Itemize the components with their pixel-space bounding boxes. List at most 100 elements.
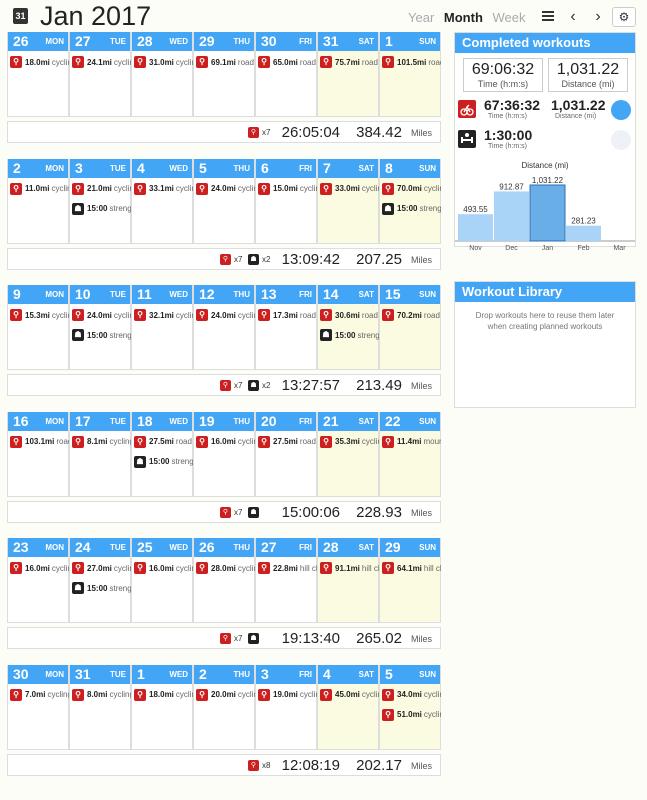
next-month-button[interactable]: › <box>595 8 601 25</box>
cycling-workout[interactable]: ⚲ 65.0mi road <box>258 55 317 69</box>
view-year[interactable]: Year <box>408 10 435 25</box>
view-week[interactable]: Week <box>492 10 526 25</box>
day-cell[interactable]: 31 SAT ⚲ 75.7mi road <box>317 32 379 117</box>
cycling-workout[interactable]: ⚲ 17.3mi road <box>258 308 317 322</box>
cycling-workout[interactable]: ⚲28.0micycling <box>196 561 255 575</box>
strength-workout[interactable]: ☗15:00strength <box>382 202 441 216</box>
cycling-workout[interactable]: ⚲18.0micycling <box>10 55 69 69</box>
cycling-workout[interactable]: ⚲16.0micycling <box>10 561 69 575</box>
cycling-workout[interactable]: ⚲45.0micycling <box>320 688 379 702</box>
cycling-workout[interactable]: ⚲18.0micycling <box>134 688 193 702</box>
cycling-workout[interactable]: ⚲8.0micycling <box>72 688 131 702</box>
prev-month-button[interactable]: ‹ <box>570 8 576 25</box>
day-cell[interactable]: 10 TUE ⚲24.0micycling ☗15:00strength <box>69 285 131 370</box>
day-cell[interactable]: 12 THU ⚲24.0micycling <box>193 285 255 370</box>
cycling-workout[interactable]: ⚲ 69.1mi road <box>196 55 255 69</box>
cycling-workout[interactable]: ⚲ 27.5mi road <box>258 435 317 449</box>
day-cell[interactable]: 27 TUE ⚲24.1micycling <box>69 32 131 117</box>
day-cell[interactable]: 24 TUE ⚲27.0micycling ☗15:00strength <box>69 538 131 623</box>
chart-bar[interactable] <box>566 225 601 241</box>
cycling-workout[interactable]: ⚲24.0micycling <box>196 182 255 196</box>
cycling-workout[interactable]: ⚲11.4mimountain <box>382 435 441 449</box>
day-cell[interactable]: 20 FRI ⚲ 27.5mi road <box>255 411 317 497</box>
strength-summary-row[interactable]: 1:30:00 Time (h:m:s) <box>455 127 635 155</box>
cycling-workout[interactable]: ⚲51.0micycling <box>382 708 441 722</box>
cycling-workout[interactable]: ⚲ 30.6mi road <box>320 308 379 322</box>
day-cell[interactable]: 17 TUE ⚲8.1micycling <box>69 411 131 497</box>
cycling-workout[interactable]: ⚲27.0micycling <box>72 561 131 575</box>
cycling-workout[interactable]: ⚲15.3micycling <box>10 308 69 322</box>
cycling-workout[interactable]: ⚲24.1micycling <box>72 55 131 69</box>
strength-workout[interactable]: ☗15:00strength <box>72 581 131 595</box>
gear-icon[interactable]: ⚙ <box>612 7 636 27</box>
cycling-workout[interactable]: ⚲33.0micycling <box>320 182 379 196</box>
day-cell[interactable]: 26 THU ⚲28.0micycling <box>193 538 255 623</box>
strength-workout[interactable]: ☗15:00strength <box>134 455 193 469</box>
day-cell[interactable]: 26 MON ⚲18.0micycling <box>7 32 69 117</box>
cycling-workout[interactable]: ⚲16.0micycling <box>134 561 193 575</box>
cycling-workout[interactable]: ⚲ 70.2mi road <box>382 308 441 322</box>
day-cell[interactable]: 2 THU ⚲20.0micycling <box>193 664 255 750</box>
day-cell[interactable]: 30 FRI ⚲ 65.0mi road <box>255 32 317 117</box>
cycling-workout[interactable]: ⚲15.0micycling <box>258 182 317 196</box>
day-cell[interactable]: 15 SUN ⚲ 70.2mi road <box>379 285 441 370</box>
day-cell[interactable]: 11 WED ⚲32.1micycling <box>131 285 193 370</box>
day-cell[interactable]: 9 MON ⚲15.3micycling <box>7 285 69 370</box>
strength-workout[interactable]: ☗15:00strength <box>72 328 131 342</box>
day-cell[interactable]: 6 FRI ⚲15.0micycling <box>255 158 317 244</box>
cycling-workout[interactable]: ⚲ 75.7mi road <box>320 55 379 69</box>
cycling-summary-row[interactable]: 67:36:32 Time (h:m:s) 1,031.22 Distance … <box>455 97 635 125</box>
strength-workout[interactable]: ☗15:00strength <box>320 328 379 342</box>
day-cell[interactable]: 21 SAT ⚲35.3micycling <box>317 411 379 497</box>
day-cell[interactable]: 30 MON ⚲7.0micycling <box>7 664 69 750</box>
day-cell[interactable]: 4 WED ⚲33.1micycling <box>131 158 193 244</box>
cycling-workout[interactable]: ⚲34.0micycling <box>382 688 441 702</box>
day-cell[interactable]: 3 TUE ⚲21.0micycling ☗15:00strength <box>69 158 131 244</box>
day-cell[interactable]: 5 THU ⚲24.0micycling <box>193 158 255 244</box>
cycling-workout[interactable]: ⚲ 27.5mi road <box>134 435 193 449</box>
strength-workout[interactable]: ☗15:00strength <box>72 202 131 216</box>
day-cell[interactable]: 19 THU ⚲16.0micycling <box>193 411 255 497</box>
chart-bar[interactable] <box>494 191 529 241</box>
cycling-workout[interactable]: ⚲32.1micycling <box>134 308 193 322</box>
cycling-workout[interactable]: ⚲19.0micycling <box>258 688 317 702</box>
day-cell[interactable]: 23 MON ⚲16.0micycling <box>7 538 69 623</box>
day-cell[interactable]: 7 SAT ⚲33.0micycling <box>317 158 379 244</box>
day-cell[interactable]: 25 WED ⚲16.0micycling <box>131 538 193 623</box>
cycling-workout[interactable]: ⚲24.0micycling <box>72 308 131 322</box>
chart-bar[interactable] <box>529 184 566 242</box>
cycling-workout[interactable]: ⚲33.1micycling <box>134 182 193 196</box>
day-cell[interactable]: 4 SAT ⚲45.0micycling <box>317 664 379 750</box>
day-cell[interactable]: 28 WED ⚲31.0micycling <box>131 32 193 117</box>
cycling-workout[interactable]: ⚲20.0micycling <box>196 688 255 702</box>
cycling-workout[interactable]: ⚲21.0micycling <box>72 182 131 196</box>
cycling-workout[interactable]: ⚲70.0micycling <box>382 182 441 196</box>
day-cell[interactable]: 31 TUE ⚲8.0micycling <box>69 664 131 750</box>
day-cell[interactable]: 22 SUN ⚲11.4mimountain <box>379 411 441 497</box>
cycling-workout[interactable]: ⚲16.0micycling <box>196 435 255 449</box>
day-cell[interactable]: 2 MON ⚲11.0micycling <box>7 158 69 244</box>
cycling-workout[interactable]: ⚲8.1micycling <box>72 435 131 449</box>
cycling-workout[interactable]: ⚲35.3micycling <box>320 435 379 449</box>
cycling-workout[interactable]: ⚲24.0micycling <box>196 308 255 322</box>
list-icon[interactable] <box>538 8 558 26</box>
day-cell[interactable]: 8 SUN ⚲70.0micycling ☗15:00strength <box>379 158 441 244</box>
chart-bar[interactable] <box>458 214 493 241</box>
cycling-workout[interactable]: ⚲7.0micycling <box>10 688 69 702</box>
cycling-workout[interactable]: ⚲31.0micycling <box>134 55 193 69</box>
day-cell[interactable]: 13 FRI ⚲ 17.3mi road <box>255 285 317 370</box>
day-cell[interactable]: 1 WED ⚲18.0micycling <box>131 664 193 750</box>
cycling-workout[interactable]: ⚲11.0micycling <box>10 182 69 196</box>
day-cell[interactable]: 3 FRI ⚲19.0micycling <box>255 664 317 750</box>
